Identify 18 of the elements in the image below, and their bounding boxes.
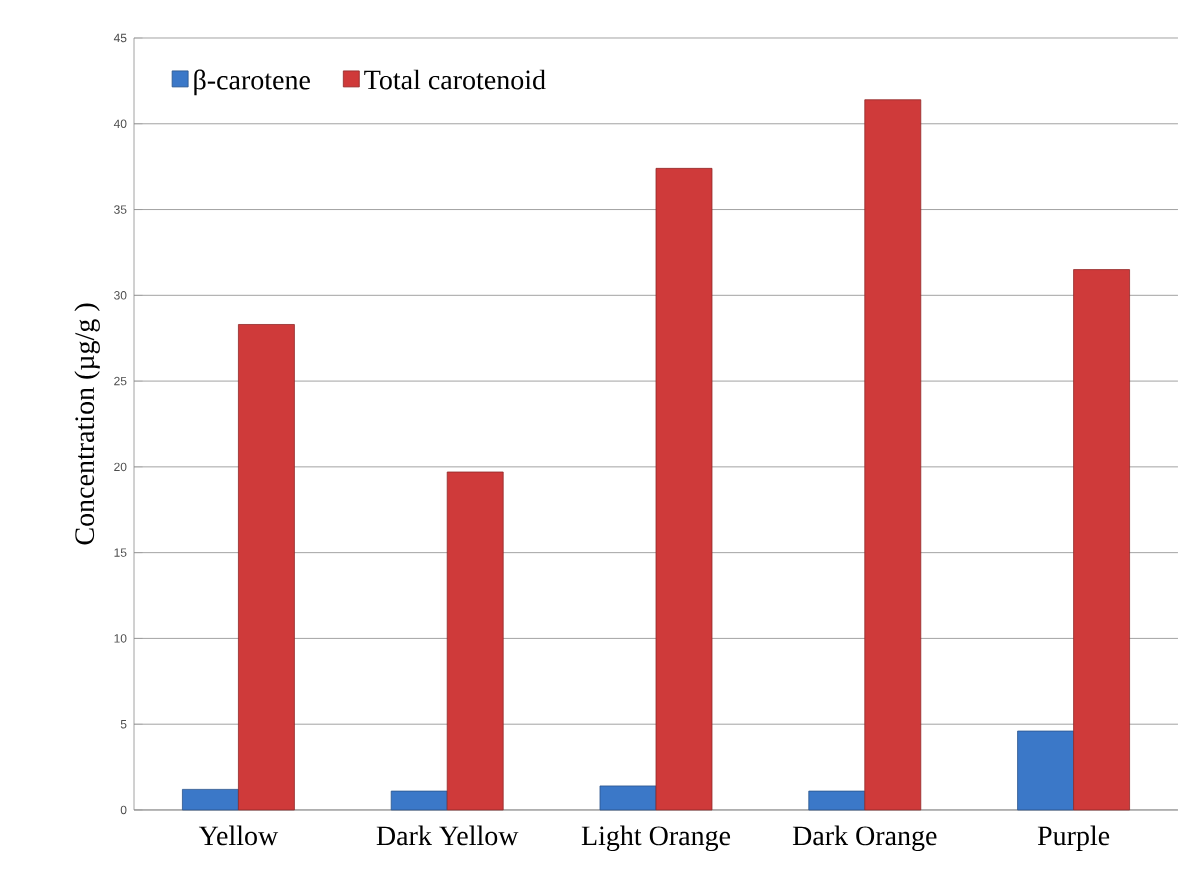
bar (238, 324, 295, 811)
bar (1017, 730, 1074, 811)
bar (655, 167, 713, 811)
bar (182, 788, 239, 811)
bar (1073, 269, 1130, 811)
x-tick-label: Purple (1037, 825, 1110, 851)
x-tick-label: Dark Orange (792, 825, 937, 852)
bar (599, 785, 657, 811)
bar (446, 471, 504, 811)
legend-label: β-carotene (194, 69, 310, 96)
legend-label: Total carotenoid (364, 69, 546, 90)
bar (864, 99, 922, 811)
x-tick-label: Yellow (198, 825, 279, 846)
x-tick-label: Dark Yellow (376, 825, 519, 846)
bar (390, 790, 448, 811)
y-axis-title: Concentration (µg/g ) (74, 303, 100, 545)
x-tick-label: Light Orange (581, 825, 731, 852)
bar (808, 790, 866, 811)
